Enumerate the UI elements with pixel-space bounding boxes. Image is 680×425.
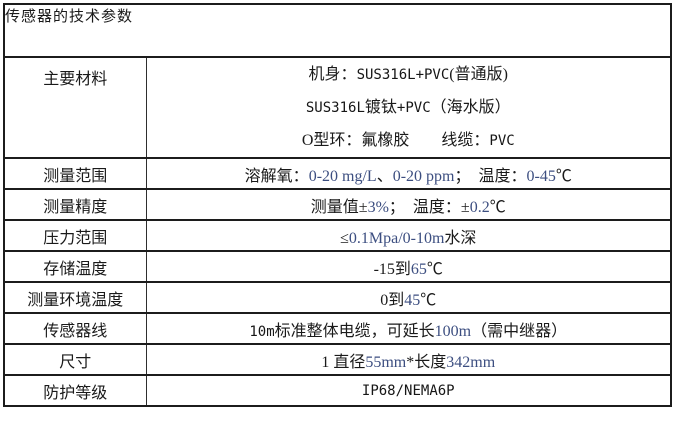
text-segment: 镀钛: [364, 99, 397, 116]
text-segment: 10m: [249, 323, 275, 340]
param-label: 测量范围: [3, 157, 147, 190]
text-segment: 水深: [444, 229, 477, 247]
text-segment: O型环：氟橡胶: [301, 132, 410, 149]
text-segment: 0.1Mpa/0-10m: [348, 229, 445, 247]
text-segment: 0-20 mg/L: [308, 167, 377, 185]
param-label: 防护等级: [3, 374, 147, 407]
text-segment: ； 温度：±: [388, 198, 470, 216]
text-segment: PVC: [489, 133, 515, 149]
text-segment: SUS316L+PVC: [356, 67, 450, 83]
param-value: 10m标准整体电缆，可延长100m（需中继器）: [145, 312, 672, 345]
param-value: 测量值±3%； 温度：±0.2℃: [145, 188, 672, 221]
table-row: 主要材料 机身：SUS316L+PVC(普通版) SUS316L镀钛+PVC（海水版…: [3, 56, 672, 159]
text-segment: *长度: [406, 353, 447, 371]
value-line: -15到65℃: [147, 255, 670, 279]
text-segment: 0到: [380, 291, 405, 309]
text-segment: SUS316L: [305, 100, 365, 116]
param-value: 1 直径55mm*长度342mm: [145, 343, 672, 376]
table-row: 防护等级 IP68/NEMA6P: [3, 374, 672, 407]
param-value: IP68/NEMA6P: [145, 374, 672, 407]
table-row: 测量范围 溶解氧：0-20 mg/L、0-20 ppm； 温度：0-45℃: [3, 157, 672, 190]
text-segment: 线缆：: [441, 132, 490, 149]
text-segment: ； 温度：: [454, 167, 527, 185]
text-segment: 0-20 ppm: [392, 167, 455, 185]
param-value: 0到45℃: [145, 281, 672, 314]
text-segment: -15到: [373, 260, 411, 278]
value-line: ≤0.1Mpa/0-10m水深: [147, 224, 670, 248]
text-segment: 45: [404, 291, 421, 309]
text-segment: (普通版): [449, 66, 508, 83]
value-line: 1 直径55mm*长度342mm: [147, 348, 670, 372]
param-value: -15到65℃: [145, 250, 672, 283]
text-segment: 测量值±: [310, 198, 368, 216]
param-label: 测量精度: [3, 188, 147, 221]
value-line: IP68/NEMA6P: [147, 382, 670, 400]
spec-table: 传感器的技术参数 主要材料 机身：SUS316L+PVC(普通版) SUS316L镀…: [3, 3, 673, 407]
text-segment: 100m: [434, 322, 472, 340]
param-value: 溶解氧：0-20 mg/L、0-20 ppm； 温度：0-45℃: [145, 157, 672, 190]
text-segment: 0.2: [469, 198, 490, 216]
text-segment: +PVC: [396, 100, 431, 116]
text-segment: 1 直径: [321, 353, 366, 371]
text-segment: 标准整体电缆，可延长: [274, 322, 435, 340]
table-row: 尺寸 1 直径55mm*长度342mm: [3, 343, 672, 376]
table-row: 测量精度 测量值±3%； 温度：±0.2℃: [3, 188, 672, 221]
text-segment: 机身：: [308, 66, 357, 83]
value-line: 溶解氧：0-20 mg/L、0-20 ppm； 温度：0-45℃: [147, 162, 670, 186]
param-label: 测量环境温度: [3, 281, 147, 314]
text-segment: ≤: [340, 229, 349, 247]
value-line: 10m标准整体电缆，可延长100m（需中继器）: [147, 317, 670, 341]
value-line: 0到45℃: [147, 286, 670, 310]
param-value: ≤0.1Mpa/0-10m水深: [145, 219, 672, 252]
title-row: 传感器的技术参数: [3, 3, 672, 58]
text-segment: 0-45: [526, 167, 556, 185]
text-segment: ℃: [420, 291, 437, 309]
text-segment: ℃: [555, 167, 572, 185]
text-segment: （海水版）: [430, 99, 511, 116]
param-label: 存储温度: [3, 250, 147, 283]
param-label: 压力范围: [3, 219, 147, 252]
value-line: 测量值±3%； 温度：±0.2℃: [147, 193, 670, 217]
text-segment: ℃: [489, 198, 506, 216]
table-row: 传感器线 10m标准整体电缆，可延长100m（需中继器）: [3, 312, 672, 345]
text-segment: ℃: [426, 260, 443, 278]
text-segment: 342mm: [446, 353, 496, 371]
param-label: 传感器线: [3, 312, 147, 345]
param-label: 尺寸: [3, 343, 147, 376]
text-segment: 溶解氧：: [244, 167, 309, 185]
table-row: 测量环境温度 0到45℃: [3, 281, 672, 314]
table-row: 压力范围 ≤0.1Mpa/0-10m水深: [3, 219, 672, 252]
page-title: 传感器的技术参数: [3, 3, 672, 58]
table-row: 存储温度 -15到65℃: [3, 250, 672, 283]
value-line: SUS316L镀钛+PVC（海水版）: [147, 91, 670, 124]
text-segment: 65: [410, 260, 427, 278]
text-segment: 、: [376, 167, 393, 185]
text-segment: （需中继器）: [471, 322, 568, 340]
param-label: 主要材料: [3, 56, 147, 159]
text-segment: IP68/NEMA6P: [361, 382, 455, 399]
text-segment: [409, 132, 441, 149]
value-line: O型环：氟橡胶 线缆：PVC: [147, 124, 670, 156]
text-segment: 3%: [367, 198, 389, 216]
param-value: 机身：SUS316L+PVC(普通版) SUS316L镀钛+PVC（海水版） O型环…: [145, 56, 672, 159]
value-line: 机身：SUS316L+PVC(普通版): [147, 59, 670, 91]
text-segment: 55mm: [365, 353, 407, 371]
